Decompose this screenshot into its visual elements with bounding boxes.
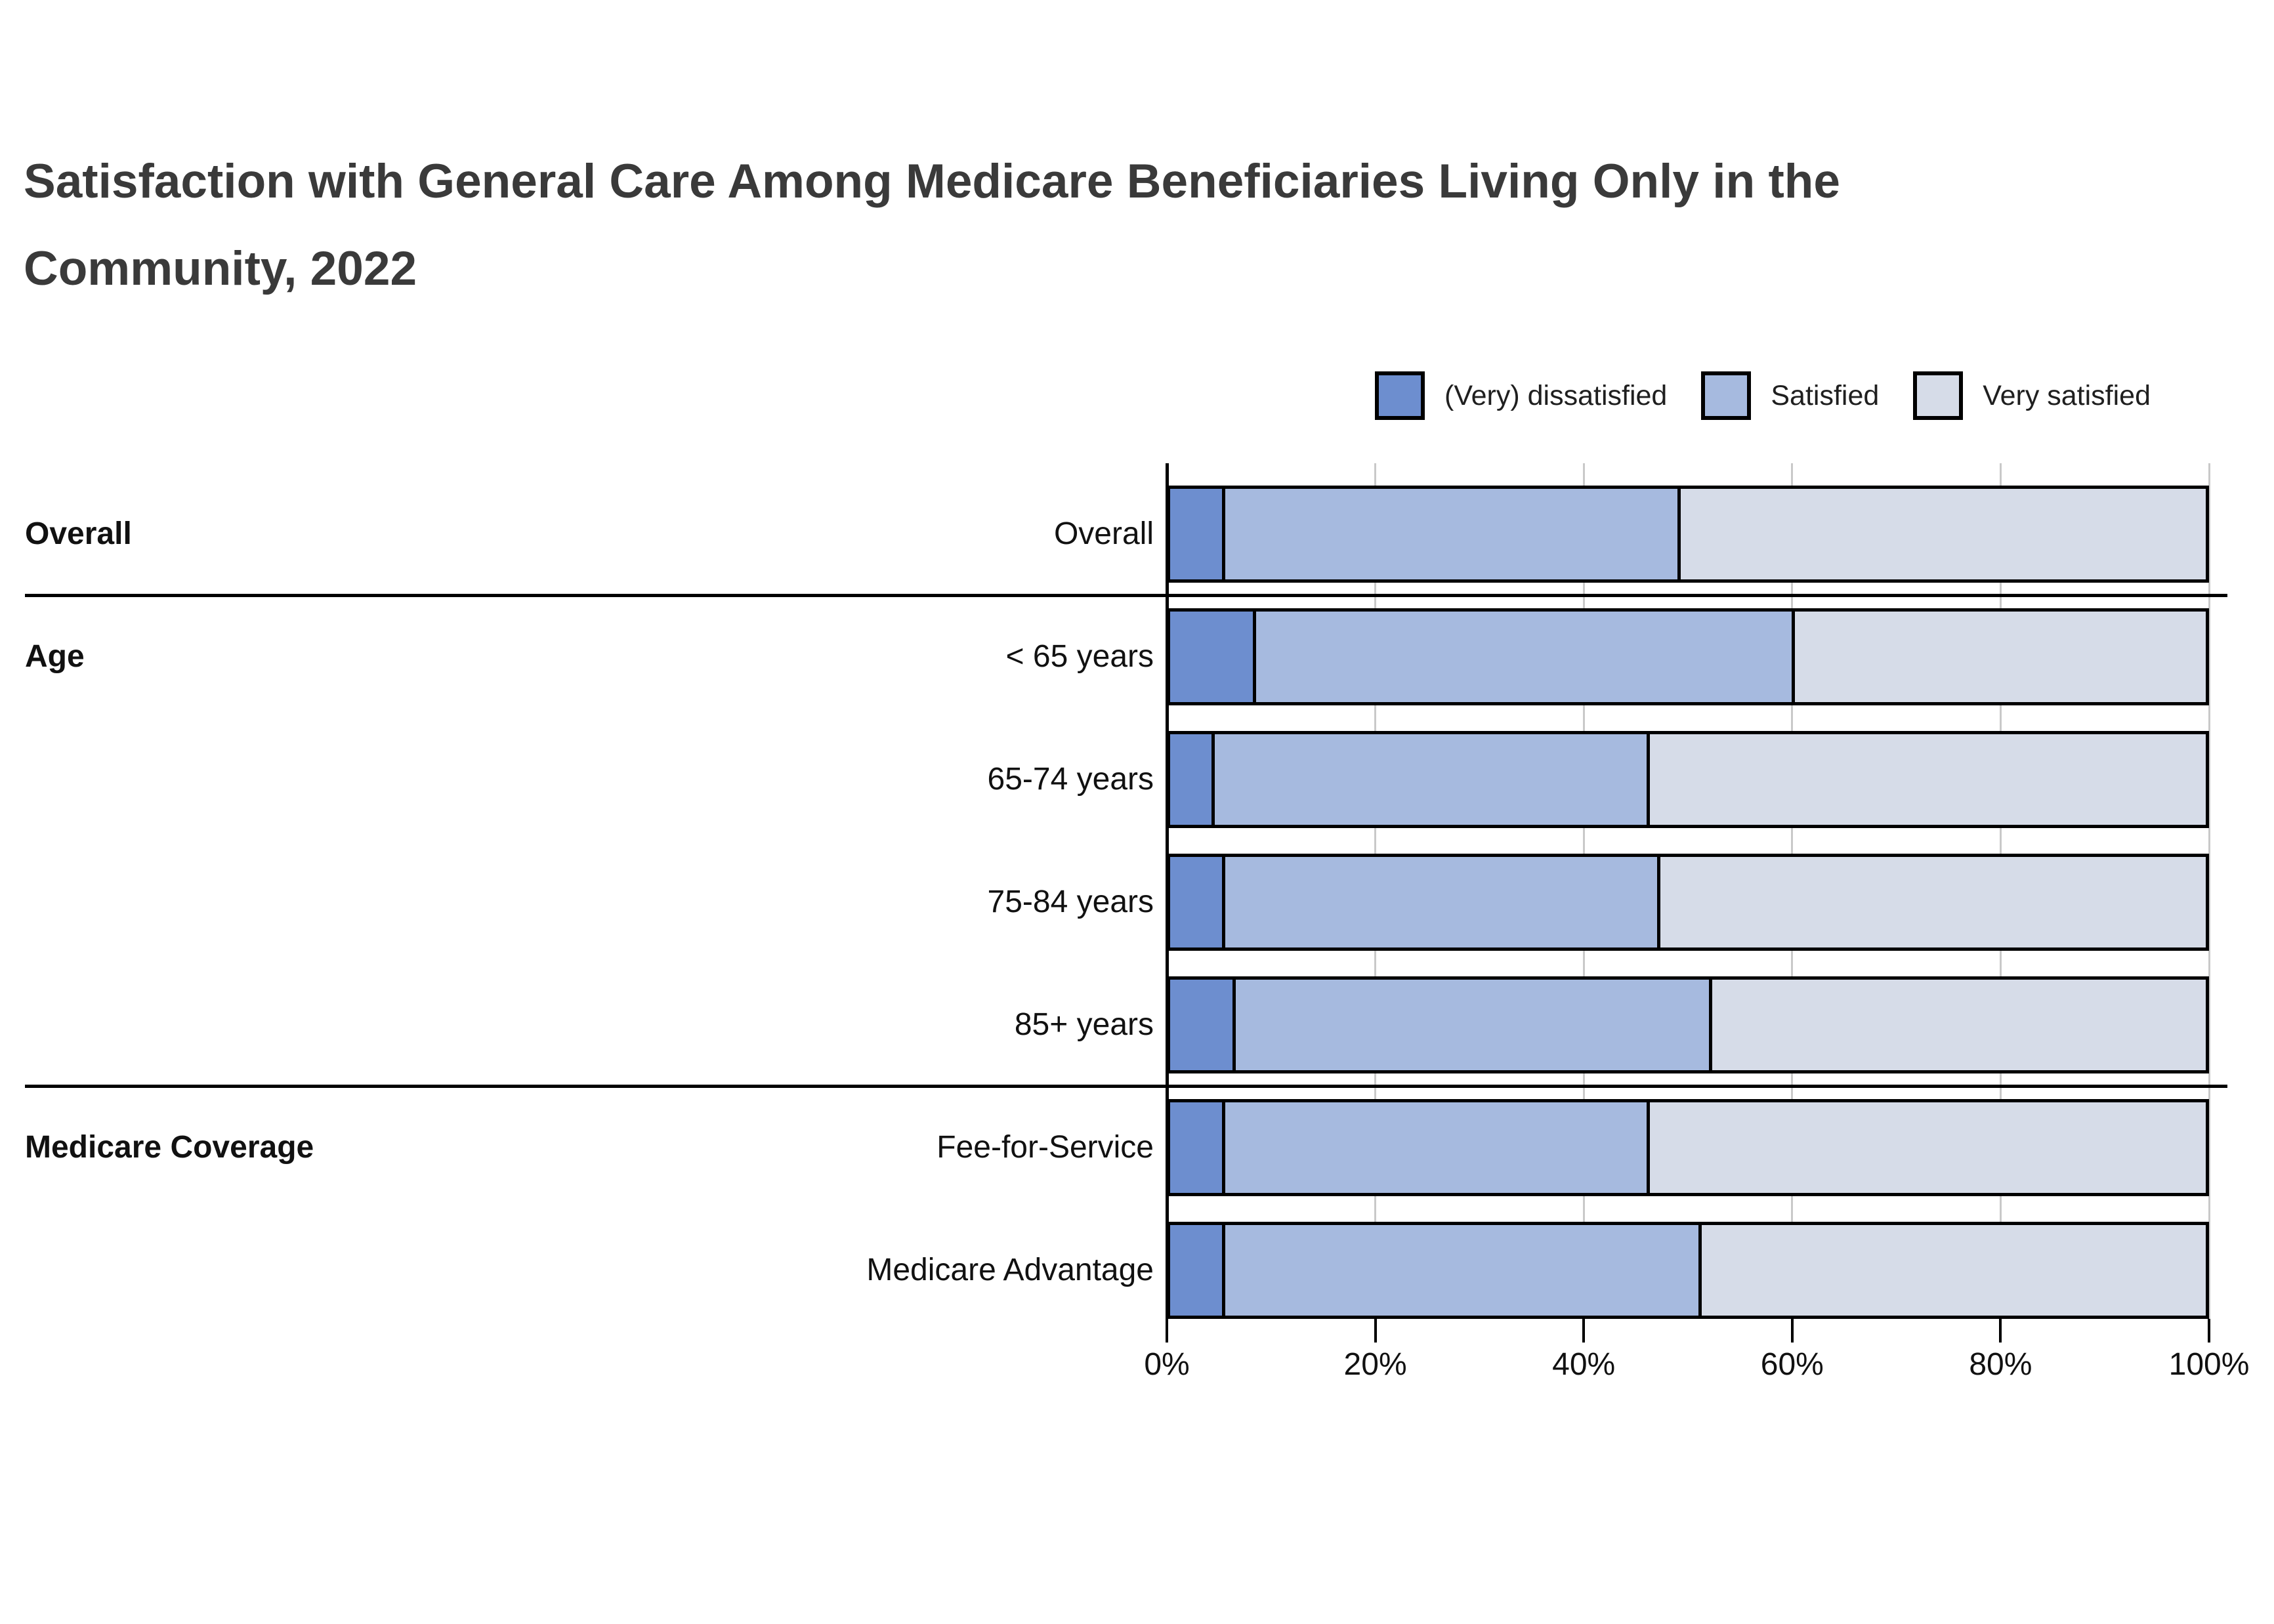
bar-segment-very-dissatisfied[interactable] xyxy=(1170,734,1212,825)
legend-label: (Very) dissatisfied xyxy=(1444,379,1668,411)
legend-swatch-icon xyxy=(1913,371,1964,420)
bar-75-84-years xyxy=(1167,854,2209,951)
bar-85-years xyxy=(1167,976,2209,1073)
axis-tick xyxy=(1374,1319,1377,1343)
bar-segment-very-dissatisfied[interactable] xyxy=(1170,980,1232,1070)
group-divider xyxy=(25,594,2227,597)
axis-tick xyxy=(1582,1319,1586,1343)
group-label-age: Age xyxy=(25,639,85,674)
legend-swatch-icon xyxy=(1701,371,1752,420)
bar-segment-very-satisfied[interactable] xyxy=(1791,612,2206,702)
bar-segment-satisfied[interactable] xyxy=(1253,612,1792,702)
chart-title: Satisfaction with General Care Among Med… xyxy=(24,138,2229,312)
chart-title-line2: Community, 2022 xyxy=(24,242,417,295)
axis-tick xyxy=(1790,1319,1794,1343)
group-label-medicare-coverage: Medicare Coverage xyxy=(25,1130,314,1165)
row-label-65-74-years: 65-74 years xyxy=(987,762,1154,797)
bar-segment-satisfied[interactable] xyxy=(1211,734,1647,825)
legend: (Very) dissatisfied Satisfied Very satisfi… xyxy=(1375,371,2151,420)
axis-tick-label: 60% xyxy=(1760,1347,1824,1382)
bar-segment-very-dissatisfied[interactable] xyxy=(1170,612,1253,702)
row-label-65-years: < 65 years xyxy=(1005,639,1154,674)
bar-segment-very-satisfied[interactable] xyxy=(1708,980,2206,1070)
row-label-medicare-advantage: Medicare Advantage xyxy=(866,1253,1154,1287)
bar-segment-satisfied[interactable] xyxy=(1221,1102,1647,1193)
bar-segment-very-satisfied[interactable] xyxy=(1646,1102,2206,1193)
axis-tick-label: 0% xyxy=(1144,1347,1190,1382)
legend-item-1[interactable]: Satisfied xyxy=(1701,371,1879,420)
row-label-85-years: 85+ years xyxy=(1014,1007,1154,1042)
bar-segment-satisfied[interactable] xyxy=(1221,489,1678,579)
bar-65-years xyxy=(1167,608,2209,705)
legend-item-0[interactable]: (Very) dissatisfied xyxy=(1375,371,1667,420)
axis-tick xyxy=(2208,1319,2210,1343)
axis-tick-label: 20% xyxy=(1343,1347,1407,1382)
group-label-overall: Overall xyxy=(25,516,132,551)
bar-segment-very-satisfied[interactable] xyxy=(1646,734,2206,825)
axis-tick-label: 40% xyxy=(1552,1347,1616,1382)
bar-medicare-advantage xyxy=(1167,1222,2209,1319)
gridline xyxy=(2208,463,2210,1319)
row-label-fee-for-service: Fee-for-Service xyxy=(937,1130,1154,1165)
chart-title-line1: Satisfaction with General Care Among Med… xyxy=(24,155,1840,208)
legend-item-2[interactable]: Very satisfied xyxy=(1913,371,2151,420)
bar-segment-very-satisfied[interactable] xyxy=(1698,1225,2206,1316)
bar-fee-for-service xyxy=(1167,1099,2209,1196)
legend-swatch-icon xyxy=(1375,371,1425,420)
group-divider xyxy=(25,1085,2227,1088)
bar-segment-satisfied[interactable] xyxy=(1232,980,1709,1070)
bar-segment-very-dissatisfied[interactable] xyxy=(1170,1225,1222,1316)
bar-segment-satisfied[interactable] xyxy=(1221,857,1657,947)
legend-label: Satisfied xyxy=(1771,379,1880,411)
bar-segment-very-satisfied[interactable] xyxy=(1677,489,2206,579)
axis-tick-label: 100% xyxy=(2168,1347,2250,1382)
bar-segment-very-dissatisfied[interactable] xyxy=(1170,489,1222,579)
row-label-75-84-years: 75-84 years xyxy=(987,885,1154,919)
row-label-overall: Overall xyxy=(1053,516,1154,551)
bar-segment-satisfied[interactable] xyxy=(1221,1225,1698,1316)
bar-segment-very-satisfied[interactable] xyxy=(1656,857,2206,947)
bar-65-74-years xyxy=(1167,731,2209,828)
axis-tick xyxy=(1166,1319,1168,1343)
bar-segment-very-dissatisfied[interactable] xyxy=(1170,1102,1222,1193)
bar-overall xyxy=(1167,486,2209,583)
bar-segment-very-dissatisfied[interactable] xyxy=(1170,857,1222,947)
axis-tick xyxy=(1999,1319,2002,1343)
axis-tick-label: 80% xyxy=(1969,1347,2032,1382)
legend-label: Very satisfied xyxy=(1983,379,2151,411)
